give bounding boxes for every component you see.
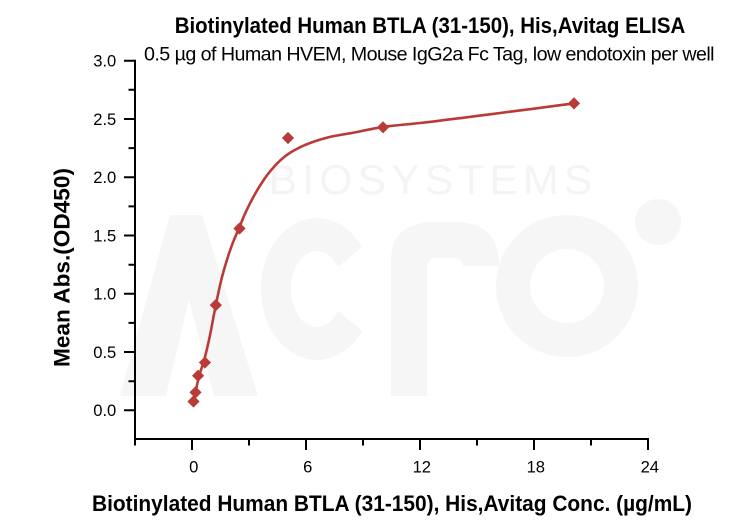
svg-text:3.0: 3.0: [93, 52, 116, 71]
svg-text:2.0: 2.0: [93, 168, 116, 187]
svg-text:0.5 µg of Human HVEM, Mouse Ig: 0.5 µg of Human HVEM, Mouse IgG2a Fc Tag…: [144, 44, 714, 65]
svg-text:6: 6: [303, 457, 312, 476]
svg-text:Biotinylated Human BTLA (31-15: Biotinylated Human BTLA (31-150), His,Av…: [175, 13, 686, 38]
svg-text:18: 18: [527, 457, 545, 476]
svg-text:2.5: 2.5: [93, 110, 116, 129]
svg-text:0: 0: [189, 457, 198, 476]
svg-text:1.0: 1.0: [93, 285, 116, 304]
svg-text:0.5: 0.5: [93, 343, 116, 362]
svg-text:BIOSYSTEMS: BIOSYSTEMS: [269, 156, 598, 203]
svg-text:1.5: 1.5: [93, 226, 116, 245]
svg-text:Biotinylated Human BTLA (31-15: Biotinylated Human BTLA (31-150), His,Av…: [92, 491, 692, 516]
svg-text:Mean Abs.(OD450): Mean Abs.(OD450): [50, 168, 75, 367]
svg-text:0.0: 0.0: [93, 401, 116, 420]
svg-text:24: 24: [641, 457, 659, 476]
svg-text:12: 12: [413, 457, 431, 476]
